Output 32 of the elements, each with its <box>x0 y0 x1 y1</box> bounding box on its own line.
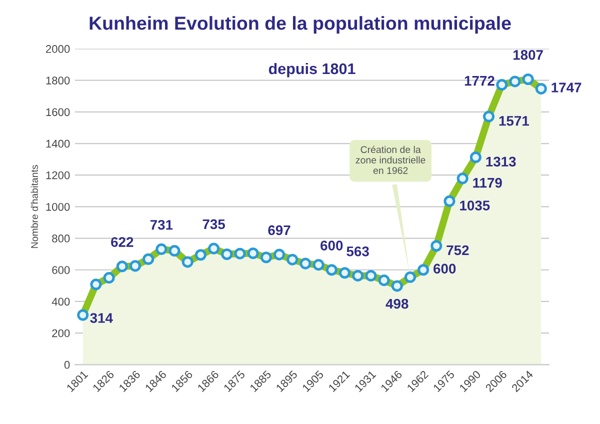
data-label: 1179 <box>473 178 502 188</box>
data-label: 735 <box>202 219 225 230</box>
y-tick-label: 400 <box>52 298 70 306</box>
data-label: 563 <box>346 246 369 256</box>
chart-title: Kunheim Evolution de la population municipale <box>90 16 511 34</box>
data-label: 1035 <box>460 200 490 210</box>
data-label: 1807 <box>513 50 543 60</box>
y-tick-label: 1600 <box>46 108 70 116</box>
data-label: 622 <box>111 237 134 247</box>
y-tick-label: 200 <box>52 329 70 338</box>
data-label: 600 <box>320 240 343 250</box>
y-tick-label: 0 <box>64 360 70 369</box>
data-label: 1772 <box>464 76 494 86</box>
text: depuis 1801 <box>268 62 356 78</box>
data-label: 1747 <box>552 82 582 92</box>
y-tick-label: 1200 <box>46 171 70 180</box>
y-tick-label: 1000 <box>46 202 70 211</box>
y-axis-title: Nombre d'habitants <box>30 165 38 248</box>
y-tick-label: 1400 <box>46 140 70 148</box>
data-label: 1313 <box>486 156 516 167</box>
y-tick-label: 1800 <box>46 76 70 84</box>
data-label: 1571 <box>499 116 529 126</box>
y-tick-label: 600 <box>52 266 70 274</box>
y-tick-label: 800 <box>52 234 70 242</box>
data-label: 697 <box>268 225 290 236</box>
data-label: 752 <box>446 245 469 256</box>
data-label: 498 <box>386 298 408 309</box>
y-tick-label: 2000 <box>46 45 70 53</box>
data-label: 314 <box>90 313 113 323</box>
annotation: Création de la zone industrielle en 1962 <box>356 146 426 174</box>
data-label: 600 <box>434 264 456 274</box>
data-label: 731 <box>150 220 173 230</box>
